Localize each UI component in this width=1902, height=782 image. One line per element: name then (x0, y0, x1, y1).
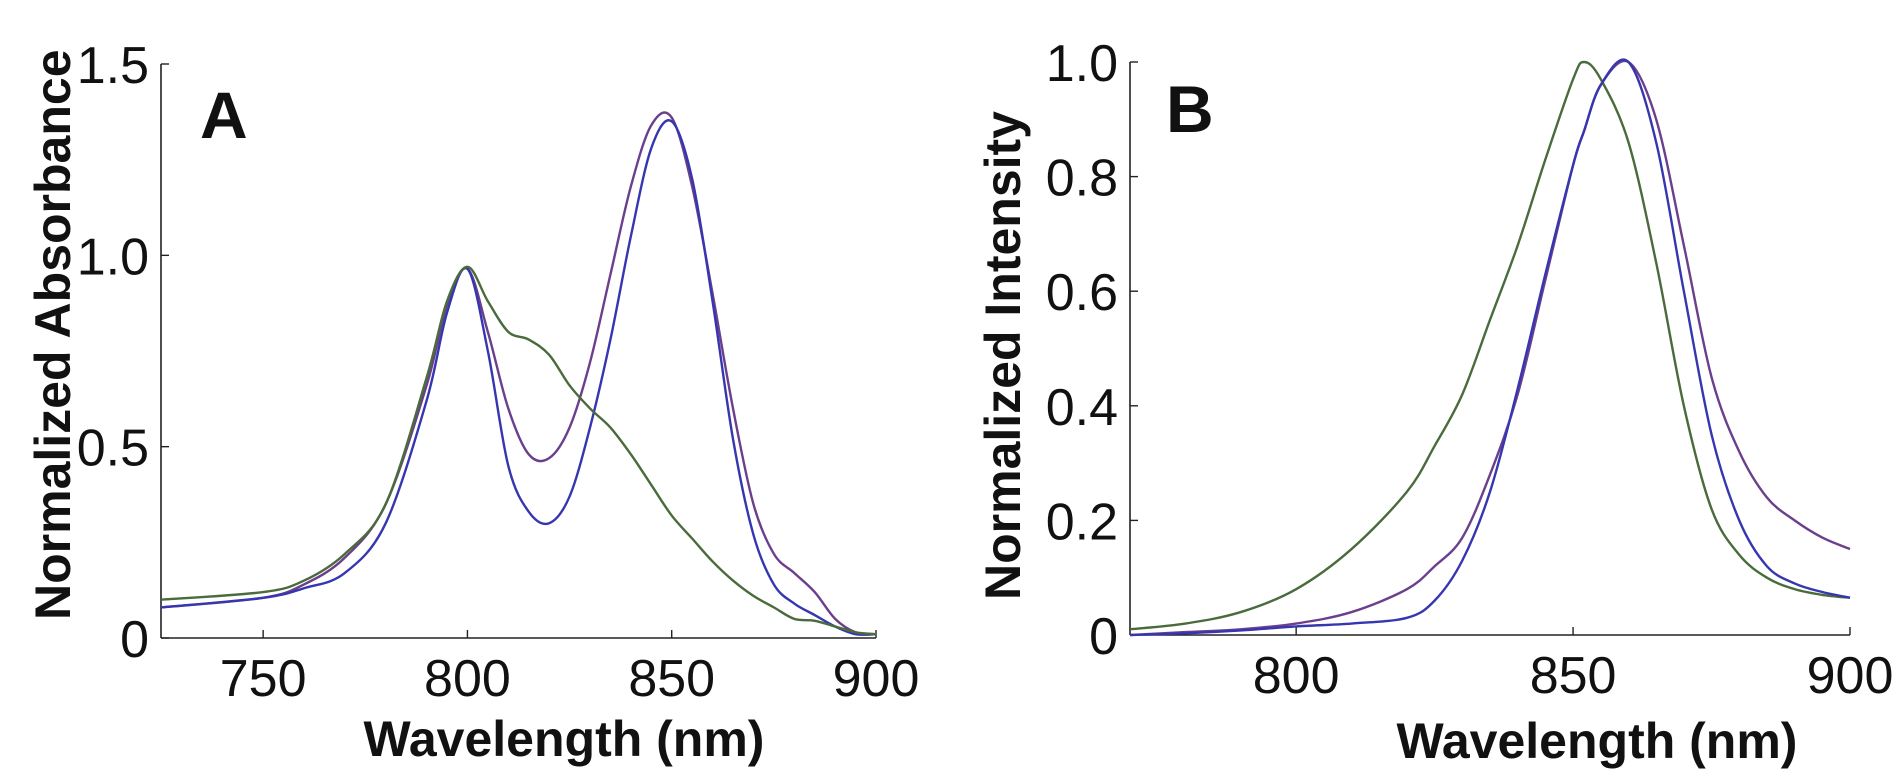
y-tick-label: 1.0 (1046, 35, 1118, 93)
x-tick-label: 800 (1253, 647, 1340, 705)
series-line-2 (160, 119, 877, 636)
y-tick-label: 0 (120, 611, 149, 669)
panel-label-b: B (1166, 72, 1214, 146)
y-axis-title-b: Normalized Intensity (975, 111, 1031, 600)
y-tick-label: 0.6 (1046, 264, 1118, 322)
x-axis-title-b: Wavelength (nm) (1397, 713, 1798, 769)
y-axis-title-a: Normalized Absorbance (25, 49, 81, 620)
x-tick-label: 900 (1807, 647, 1894, 705)
panel-a-absorbance-chart: A Wavelength (nm) Normalized Absorbance … (25, 37, 919, 767)
y-tick-label: 0 (1089, 608, 1118, 666)
y-tick-label: 1.0 (77, 228, 149, 286)
x-tick-label: 850 (1530, 647, 1617, 705)
panel-label-a: A (200, 78, 248, 152)
series-line-1 (1129, 60, 1851, 631)
series-line-3 (1129, 58, 1851, 637)
y-tick-label: 0.2 (1046, 493, 1118, 551)
series-line-3 (160, 265, 877, 636)
y-tick-label: 0.4 (1046, 379, 1118, 437)
x-tick-label: 900 (833, 650, 920, 708)
y-tick-label: 0.8 (1046, 150, 1118, 208)
y-tick-label: 0.5 (77, 420, 149, 478)
series-line-2 (1129, 59, 1851, 637)
x-tick-label: 750 (220, 650, 307, 708)
x-axis-title-a: Wavelength (nm) (364, 711, 765, 767)
y-tick-label: 1.5 (77, 37, 149, 95)
x-tick-label: 850 (628, 650, 715, 708)
series-line-1 (160, 111, 877, 636)
panel-b-intensity-chart: B Wavelength (nm) Normalized Intensity 8… (975, 35, 1893, 769)
x-tick-label: 800 (424, 650, 511, 708)
